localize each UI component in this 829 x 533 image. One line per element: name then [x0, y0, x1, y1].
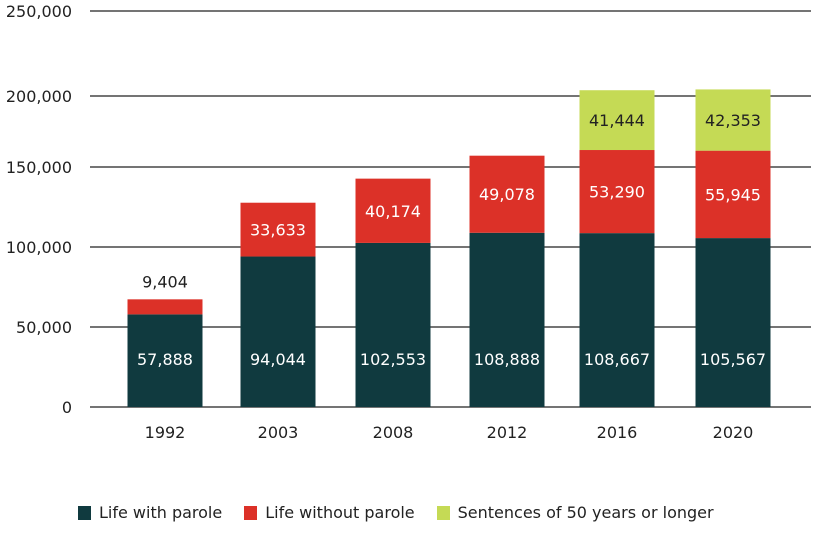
bar-segment-life-without-parole-2016: [579, 150, 655, 234]
x-tick-label: 2008: [373, 423, 414, 442]
gridlines: [90, 10, 811, 408]
x-tick-label: 2003: [258, 423, 299, 442]
bar-segment-life-with-parole-2020: [695, 238, 771, 407]
bar-segment-sentences-of-50-years-or-longer-2020: [695, 89, 771, 151]
data-label: 102,553: [360, 350, 426, 369]
stacked-bar-chart: 0 50,000 100,000 150,000 200,000 250,000 57,8…: [6, 2, 811, 442]
data-label: 42,353: [705, 111, 761, 130]
bar-segment-life-without-parole-2008: [355, 178, 431, 243]
y-tick-label: 200,000: [6, 87, 72, 106]
legend-swatch: [436, 505, 450, 520]
bar-segment-life-with-parole-2008: [355, 242, 431, 407]
y-tick-label: 0: [62, 398, 72, 417]
data-label: 55,945: [705, 185, 761, 204]
data-label: 94,044: [250, 350, 306, 369]
x-tick-label: 1992: [145, 423, 186, 442]
data-label: 53,290: [589, 183, 645, 202]
bar-segment-sentences-of-50-years-or-longer-2016: [579, 90, 655, 151]
bar-segment-life-with-parole-2003: [240, 256, 316, 407]
bars: 57,888 9,404 94,044 33,633 102,553 40,174 108,…: [127, 89, 771, 407]
data-label: 9,404: [142, 272, 188, 291]
legend-item-life-without-parole: Life without parole: [244, 503, 415, 522]
data-label: 33,633: [250, 221, 306, 240]
bar-segment-life-without-parole-2003: [240, 202, 316, 257]
legend-label: Life with parole: [99, 503, 223, 522]
y-tick-label: 250,000: [6, 2, 72, 21]
data-label: 108,667: [584, 350, 650, 369]
data-label: 57,888: [137, 350, 193, 369]
bar-segment-life-with-parole-1992: [127, 314, 203, 407]
bar-segment-life-without-parole-1992: [127, 299, 203, 315]
legend-label: Life without parole: [265, 503, 415, 522]
legend-item-sentences-50-years: Sentences of 50 years or longer: [436, 503, 714, 522]
y-tick-label: 100,000: [6, 238, 72, 257]
legend: Life with parole Life without parole Sen…: [78, 503, 736, 522]
y-axis-tick-labels: 0 50,000 100,000 150,000 200,000 250,000: [6, 2, 72, 417]
legend-item-life-with-parole: Life with parole: [78, 503, 222, 522]
y-tick-label: 150,000: [6, 158, 72, 177]
bar-segment-life-without-parole-2012: [469, 155, 545, 233]
x-tick-label: 2020: [713, 423, 754, 442]
x-tick-label: 2012: [487, 423, 528, 442]
bar-segment-life-without-parole-2020: [695, 150, 771, 239]
data-label: 40,174: [365, 202, 421, 221]
data-label: 105,567: [700, 350, 766, 369]
x-tick-label: 2016: [597, 423, 638, 442]
data-label: 41,444: [589, 111, 645, 130]
bar-segment-life-with-parole-2016: [579, 233, 655, 407]
legend-swatch: [244, 505, 258, 520]
legend-swatch: [78, 505, 91, 520]
data-label: 108,888: [474, 350, 540, 369]
legend-label: Sentences of 50 years or longer: [457, 503, 714, 522]
data-label: 49,078: [479, 185, 535, 204]
y-tick-label: 50,000: [16, 318, 72, 337]
bar-segment-life-with-parole-2012: [469, 232, 545, 407]
x-axis-tick-labels: 1992 2003 2008 2012 2016 2020: [145, 423, 754, 442]
